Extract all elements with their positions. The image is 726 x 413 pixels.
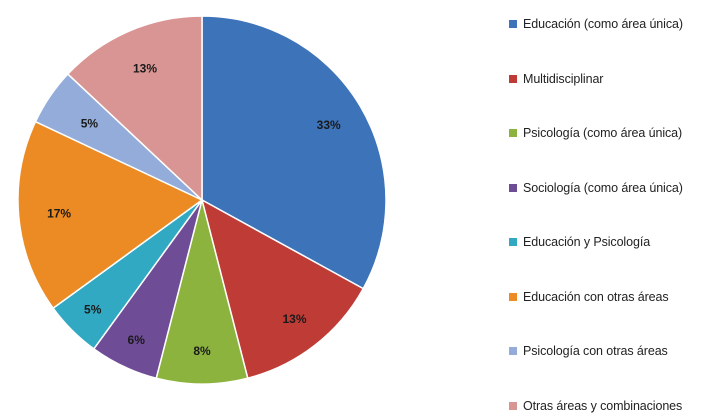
legend-swatch bbox=[509, 74, 517, 83]
slice-percent-label: 5% bbox=[81, 117, 99, 131]
legend-swatch bbox=[509, 183, 517, 192]
legend-label: Otras áreas y combinaciones bbox=[523, 398, 683, 413]
legend-item: Otras áreas y combinaciones bbox=[509, 399, 682, 413]
legend-item: Psicología (como área única) bbox=[509, 126, 682, 140]
legend-item: Educación y Psicología bbox=[509, 235, 650, 249]
slice-percent-label: 17% bbox=[47, 207, 71, 221]
slice-percent-label: 5% bbox=[84, 302, 102, 316]
pie-slice bbox=[155, 199, 249, 385]
pie-slice bbox=[200, 198, 365, 380]
slice-percent-label: 13% bbox=[282, 312, 306, 326]
legend-item: Educación (como área única) bbox=[509, 17, 683, 31]
pie-plot-area: 33% 13% 8% 6% 5% 17% 5% 13% bbox=[17, 15, 387, 385]
legend-label: Educación con otras áreas bbox=[523, 289, 669, 304]
slice-percent-label: 6% bbox=[128, 333, 146, 347]
pie-slice bbox=[201, 15, 387, 290]
slice-percent-label: 13% bbox=[133, 61, 157, 75]
slice-percent-label: 8% bbox=[193, 344, 211, 358]
legend-swatch bbox=[509, 347, 517, 355]
legend-label: Psicología (como área única) bbox=[523, 126, 683, 140]
legend-label: Educación y Psicología bbox=[523, 235, 651, 249]
legend-item: Multidisciplinar bbox=[509, 72, 603, 86]
legend-swatch bbox=[509, 238, 517, 246]
legend-swatch bbox=[509, 401, 517, 410]
legend-label: Educación (como área única) bbox=[523, 17, 683, 31]
slice-percent-label: 33% bbox=[317, 118, 341, 132]
legend-label: Sociología (como área única) bbox=[523, 180, 683, 195]
legend-label: Multidisciplinar bbox=[523, 71, 604, 86]
pie-slice bbox=[17, 120, 204, 310]
legend-label: Psicología con otras áreas bbox=[523, 344, 668, 358]
legend-item: Sociología (como área única) bbox=[509, 181, 683, 195]
legend-swatch bbox=[509, 20, 517, 28]
legend-swatch bbox=[509, 129, 517, 137]
pie-slice bbox=[66, 15, 203, 202]
legend-item: Psicología con otras áreas bbox=[509, 344, 668, 358]
legend-item: Educación con otras áreas bbox=[509, 290, 669, 304]
legend-swatch bbox=[509, 292, 517, 301]
